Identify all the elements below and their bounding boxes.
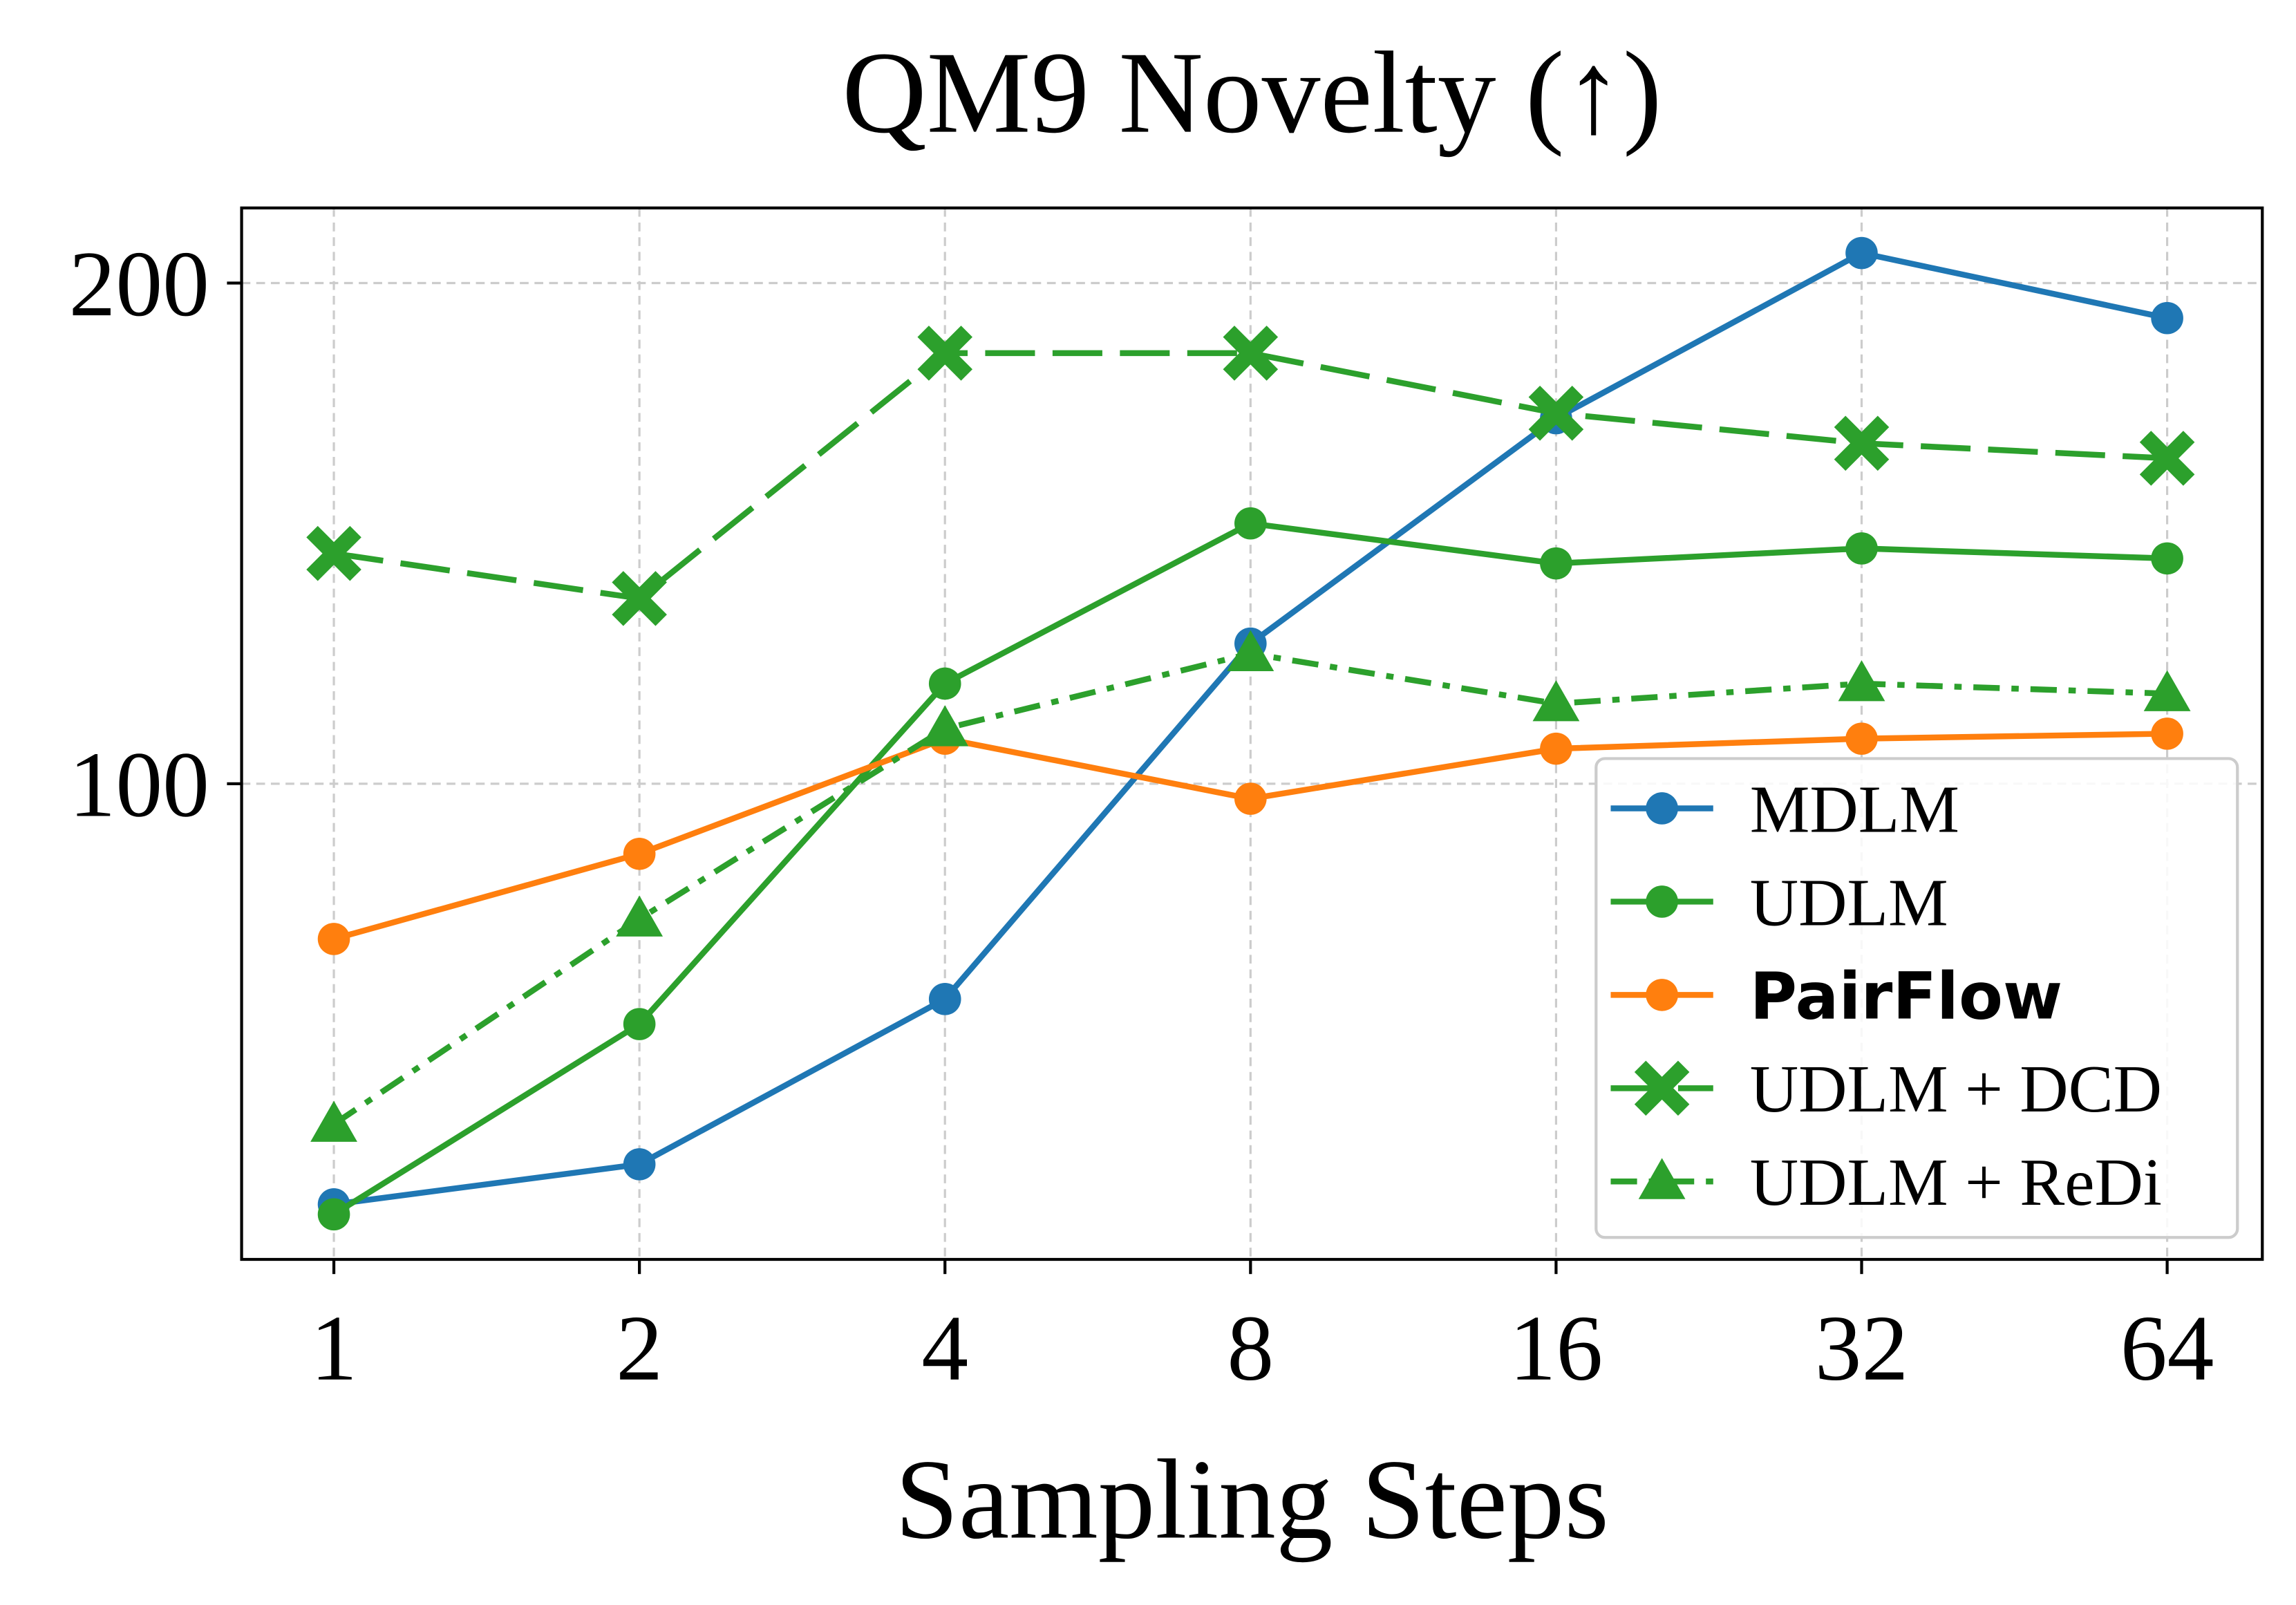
legend-item: UDLM — [1610, 865, 1948, 940]
series-udlm-dcd — [306, 326, 2195, 626]
series-udlm — [317, 507, 2183, 1231]
circle-marker — [623, 1008, 656, 1040]
x-marker — [1834, 415, 1890, 471]
circle-marker — [2151, 717, 2183, 750]
circle-marker — [2151, 542, 2183, 575]
x-axis-label: Sampling Steps — [895, 1436, 1609, 1563]
x-marker — [612, 571, 667, 626]
circle-marker — [928, 667, 961, 700]
triangle-marker — [1227, 630, 1274, 671]
triangle-marker — [616, 895, 664, 937]
triangle-marker — [1838, 660, 1885, 702]
legend: MDLM UDLM PairFlow UDLM + DCD UDLM + ReDi — [1594, 757, 2239, 1239]
circle-marker — [1234, 507, 1267, 540]
x-tick-label: 64 — [2120, 1297, 2214, 1400]
circle-marker — [1845, 236, 1878, 270]
circle-marker — [1845, 722, 1878, 755]
circle-marker — [1646, 885, 1678, 918]
circle-marker — [928, 983, 961, 1015]
legend-label: UDLM + DCD — [1750, 1052, 2162, 1127]
x-tick-label: 4 — [921, 1297, 968, 1400]
legend-label: UDLM + ReDi — [1750, 1145, 2162, 1220]
circle-marker — [317, 1198, 350, 1231]
triangle-marker — [1638, 1158, 1686, 1199]
series-pairflow — [317, 717, 2183, 955]
x-marker — [1223, 326, 1279, 381]
x-tick-label: 16 — [1509, 1297, 1603, 1400]
x-tick-label: 2 — [616, 1297, 663, 1400]
x-marker — [917, 326, 973, 381]
circle-marker — [1845, 532, 1878, 565]
triangle-marker — [2143, 670, 2191, 711]
chart-title: QM9 Novelty (↑) — [842, 28, 1662, 158]
triangle-marker — [1532, 680, 1580, 722]
legend-box — [1594, 757, 2239, 1239]
circle-marker — [1540, 547, 1572, 580]
x-tick-label: 8 — [1227, 1297, 1274, 1400]
legend-item: UDLM + DCD — [1610, 1052, 2162, 1127]
triangle-marker — [921, 705, 969, 747]
legend-label: PairFlow — [1750, 958, 2062, 1033]
triangle-marker — [310, 1100, 357, 1142]
circle-marker — [1234, 782, 1267, 815]
legend-item: UDLM + ReDi — [1610, 1145, 2162, 1220]
circle-marker — [1540, 732, 1572, 765]
x-marker — [1528, 386, 1584, 441]
circle-marker — [623, 837, 656, 870]
axis-ticks: 1 2 4 8 16 32 64 100 200 — [69, 232, 2214, 1400]
circle-marker — [317, 923, 350, 955]
y-tick-label: 100 — [69, 733, 209, 836]
circle-marker — [1646, 792, 1678, 825]
circle-marker — [623, 1148, 656, 1181]
y-tick-label: 200 — [69, 232, 209, 336]
legend-label: MDLM — [1750, 772, 1959, 847]
x-marker — [306, 525, 361, 581]
circle-marker — [2151, 301, 2183, 335]
series-udlm-redi — [310, 630, 2191, 1142]
legend-label: UDLM — [1750, 865, 1948, 940]
x-tick-label: 1 — [310, 1297, 357, 1400]
circle-marker — [1646, 979, 1678, 1011]
x-tick-label: 32 — [1815, 1297, 1909, 1400]
legend-item: PairFlow — [1610, 958, 2062, 1033]
legend-item: MDLM — [1610, 772, 1959, 847]
x-marker — [2139, 431, 2195, 486]
x-marker — [1634, 1060, 1690, 1116]
series-group — [306, 236, 2195, 1231]
